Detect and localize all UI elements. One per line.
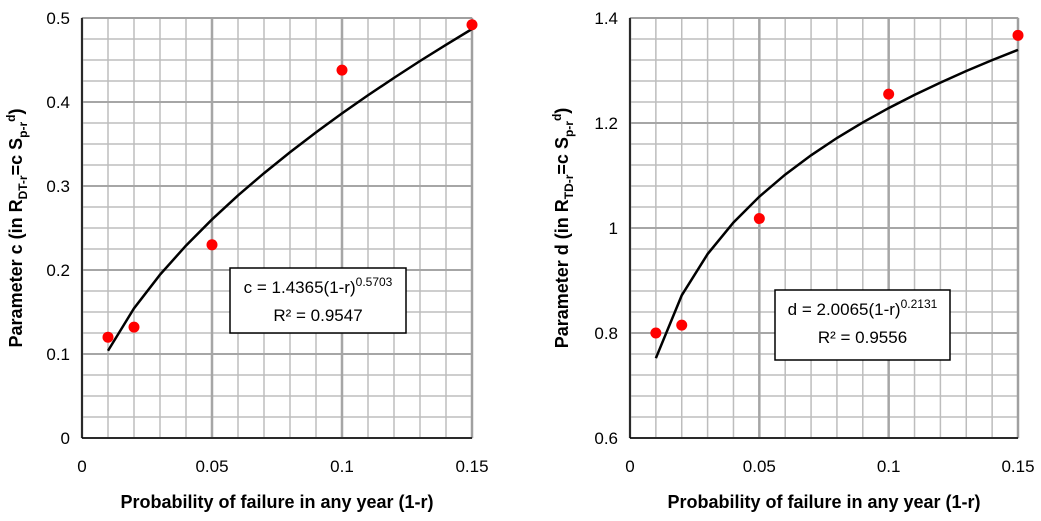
subscript: p-r [16, 122, 30, 138]
supscript: 0.5703 [356, 275, 393, 289]
y-tick-label: 1.4 [594, 9, 618, 28]
x-tick-label: 0 [77, 457, 86, 476]
supscript: 0.2131 [901, 297, 938, 311]
text-run: ) [6, 109, 26, 115]
data-point [650, 327, 662, 339]
annotation-line: R² = 0.9556 [818, 328, 907, 347]
data-point [753, 213, 765, 225]
data-point [128, 321, 140, 333]
text-run: R² = 0.9556 [818, 328, 907, 347]
data-point [206, 239, 218, 251]
subscript: p-r [562, 121, 576, 137]
text-run: R² = 0.9547 [273, 306, 362, 325]
subscript: TD-r [562, 174, 576, 199]
text-run: Parameter c (in R [6, 199, 26, 347]
supscript: d [4, 115, 18, 122]
text-run: =c S [6, 138, 26, 176]
x-tick-label: 0.15 [455, 457, 488, 476]
annotation-box [229, 267, 407, 334]
x-axis-label: Probability of failure in any year (1-r) [667, 492, 980, 512]
y-axis-label: Parameter c (in RDT-r=c Sp-rd) [4, 109, 30, 348]
x-tick-label: 0.1 [877, 457, 901, 476]
y-tick-label: 0.1 [46, 345, 70, 364]
data-point [466, 19, 478, 31]
supscript: d [550, 114, 564, 121]
text-run: =c S [552, 137, 572, 175]
text-run: Parameter d (in R [552, 199, 572, 348]
text-run: d = 2.0065(1-r) [788, 300, 901, 319]
data-point [1012, 29, 1024, 41]
x-tick-label: 0.15 [1001, 457, 1034, 476]
annotation-line: d = 2.0065(1-r)0.2131 [788, 297, 938, 319]
y-tick-label: 0.2 [46, 261, 70, 280]
x-axis-label: Probability of failure in any year (1-r) [120, 492, 433, 512]
annotation-line: c = 1.4365(1-r)0.5703 [244, 275, 393, 297]
data-point [676, 319, 688, 331]
y-tick-label: 0 [61, 429, 70, 448]
data-point [336, 64, 348, 76]
subscript: DT-r [16, 175, 30, 199]
trendline [106, 27, 473, 352]
x-tick-label: 0 [625, 457, 634, 476]
trendline [654, 48, 1019, 359]
x-tick-label: 0.05 [743, 457, 776, 476]
annotation-line: R² = 0.9547 [273, 306, 362, 325]
data-point [102, 331, 114, 343]
y-axis-label: Parameter d (in RTD-r=c Sp-rd) [550, 108, 576, 349]
y-tick-label: 0.5 [46, 9, 70, 28]
y-tick-label: 1.2 [594, 114, 618, 133]
data-point [883, 88, 895, 100]
x-tick-label: 0.05 [195, 457, 228, 476]
y-tick-label: 0.8 [594, 324, 618, 343]
y-tick-label: 1 [609, 219, 618, 238]
text-run: c = 1.4365(1-r) [244, 278, 356, 297]
y-tick-label: 0.4 [46, 93, 70, 112]
text-run: ) [552, 108, 572, 114]
y-tick-label: 0.3 [46, 177, 70, 196]
annotation-box [774, 289, 951, 361]
y-tick-label: 0.6 [594, 429, 618, 448]
x-tick-label: 0.1 [330, 457, 354, 476]
